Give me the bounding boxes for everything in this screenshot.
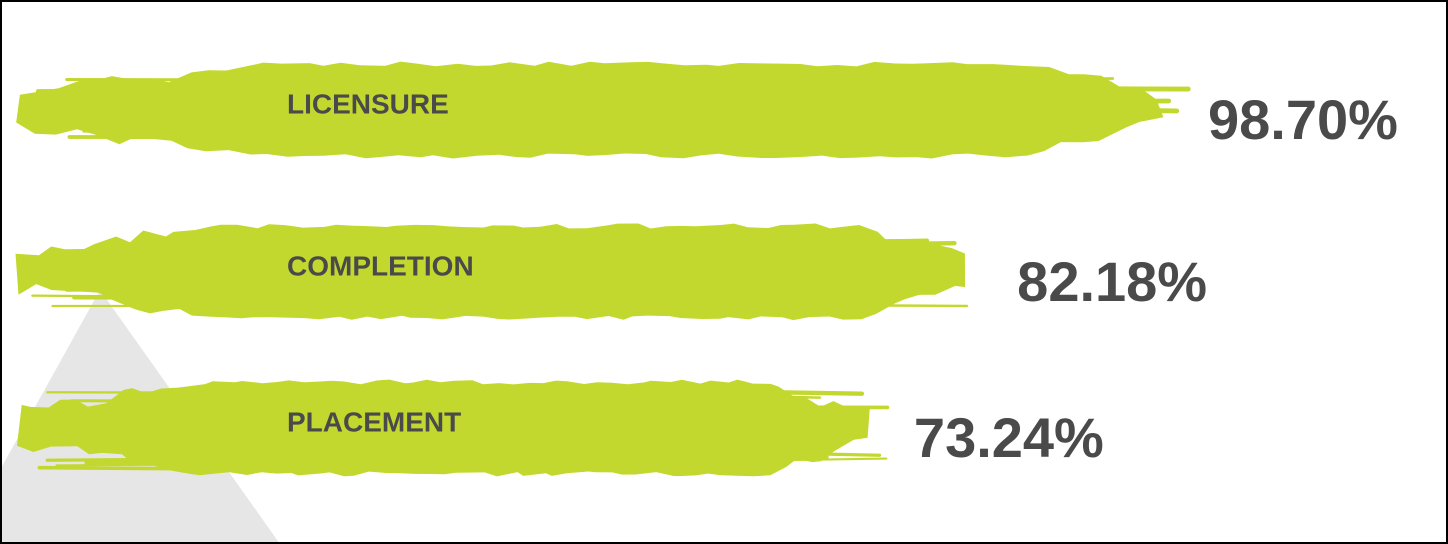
brush-streak bbox=[842, 247, 923, 254]
brush-streak bbox=[875, 304, 969, 308]
brush-streak bbox=[70, 399, 314, 404]
brush-streak bbox=[82, 129, 290, 135]
bars: LICENSURE 98.70% COMPLETION 82.18% PLACEMENT… bbox=[15, 61, 1398, 477]
brush-streak bbox=[829, 280, 942, 284]
brush-streak bbox=[30, 109, 226, 116]
bar bbox=[16, 61, 1164, 159]
brush-streak bbox=[744, 453, 829, 460]
value-label: 82.18% bbox=[1017, 250, 1207, 313]
brush-streak bbox=[848, 238, 930, 245]
category-label: COMPLETION bbox=[287, 250, 474, 281]
brush-streak bbox=[45, 456, 243, 462]
brush-streak bbox=[784, 451, 882, 457]
brush-streak bbox=[65, 287, 336, 292]
brush-streak bbox=[37, 465, 278, 472]
category-label: PLACEMENT bbox=[287, 406, 461, 437]
brush-streak bbox=[35, 87, 230, 94]
value-label: 98.70% bbox=[1208, 88, 1398, 151]
brush-streak bbox=[1034, 116, 1137, 121]
bar bbox=[17, 379, 870, 477]
brush-streak bbox=[785, 457, 888, 462]
brush-streak bbox=[84, 460, 250, 466]
category-label: LICENSURE bbox=[287, 88, 449, 119]
brush-streak bbox=[1027, 77, 1115, 81]
brush-streak bbox=[1053, 94, 1150, 100]
value-label: 73.24% bbox=[914, 406, 1104, 469]
brush-streak bbox=[1079, 106, 1180, 114]
brush-streak bbox=[757, 389, 865, 396]
brush-streak bbox=[739, 394, 822, 399]
brush-streak bbox=[856, 240, 957, 247]
